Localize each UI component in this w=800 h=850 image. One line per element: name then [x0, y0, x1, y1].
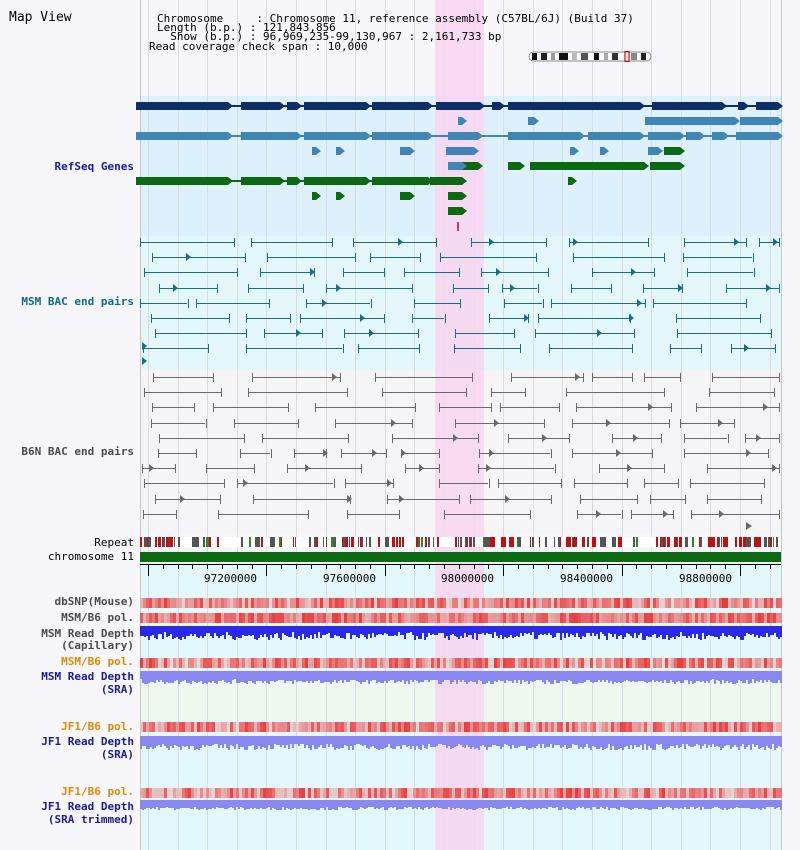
msm-b6-pol-sra-label: MSM/B6 pol.	[61, 655, 134, 668]
chromosome-info: Chromosome : Chromosome 11, reference as…	[157, 12, 634, 25]
ruler-tick-label: 98000000	[441, 572, 494, 585]
length-info: Length (b.p.) : 121,843,856	[157, 21, 336, 34]
jf1-b6-pol-label: JF1/B6 pol.	[61, 720, 134, 733]
ruler-tick-label: 98800000	[679, 572, 732, 585]
jf1-b6-pol-trimmed-label: JF1/B6 pol.	[61, 785, 134, 798]
jf1-read-depth-sra-label: JF1 Read Depth	[41, 735, 134, 748]
refseq-genes-label: RefSeq Genes	[54, 160, 134, 173]
repeat-label: Repeat	[94, 536, 134, 549]
chromosome-track-label: chromosome 11	[47, 550, 134, 563]
ruler-tick-label: 98400000	[560, 572, 613, 585]
coverage-span-info: Read coverage check span : 10,000	[149, 40, 368, 53]
msm-read-depth-capillary-label: MSM Read Depth	[41, 627, 134, 640]
msm-b6-pol-label: MSM/B6 pol.	[61, 611, 134, 624]
jf1-read-depth-sra-sublabel: (SRA)	[100, 748, 134, 761]
page-title: Map View	[9, 10, 72, 25]
msm-bac-end-pairs-label: MSM BAC end pairs	[21, 295, 134, 308]
jf1-read-depth-trimmed-sublabel: (SRA trimmed)	[47, 813, 134, 826]
selected-region-highlight	[435, 0, 484, 850]
jf1-read-depth-trimmed-label: JF1 Read Depth	[41, 800, 134, 813]
chromosome-ideogram[interactable]	[528, 51, 652, 62]
show-range-info: Show (b.p.) : 96,969,235-99,130,967 : 2,…	[157, 30, 502, 43]
b6n-bac-end-pairs-label: B6N BAC end pairs	[21, 445, 134, 458]
msm-read-depth-sra-label: MSM Read Depth	[41, 670, 134, 683]
msm-read-depth-capillary-sublabel: (Capillary)	[61, 639, 134, 652]
chromosome-bar	[140, 552, 781, 562]
dbsnp-label: dbSNP(Mouse)	[54, 595, 134, 608]
ruler-tick-label: 97200000	[204, 572, 257, 585]
ruler-axis	[140, 564, 781, 565]
ruler-tick-label: 97600000	[323, 572, 376, 585]
msm-read-depth-sra-sublabel: (SRA)	[100, 683, 134, 696]
